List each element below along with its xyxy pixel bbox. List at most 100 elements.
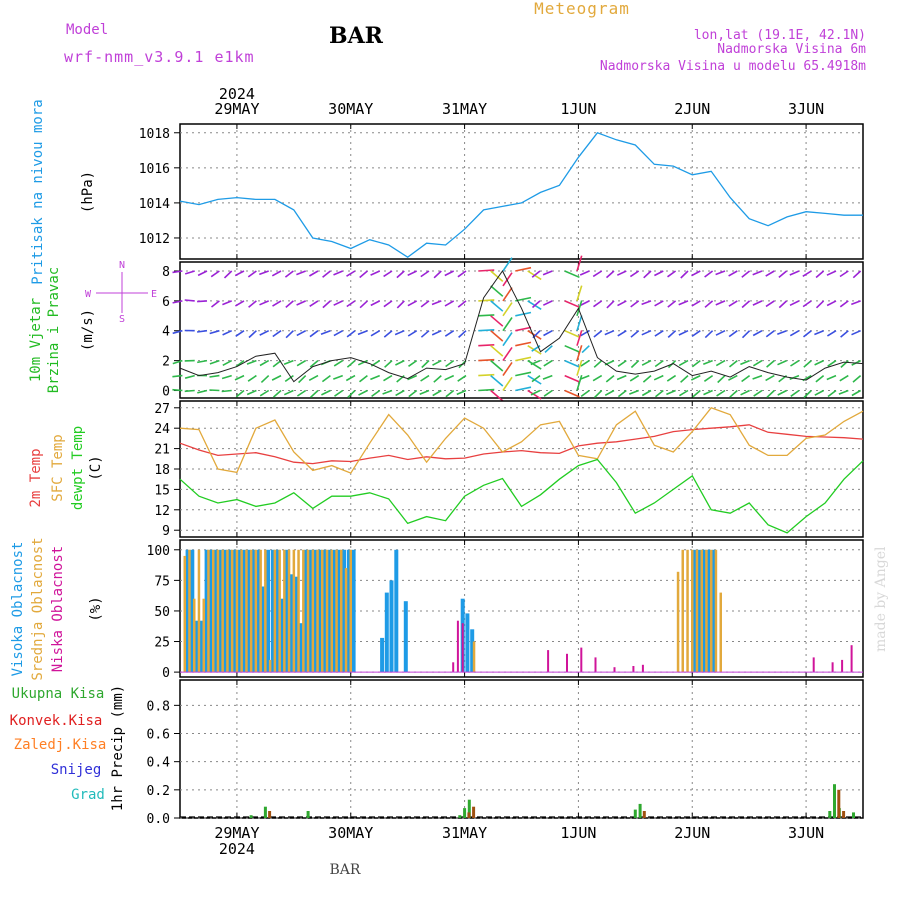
cloud-bar-0-23 bbox=[294, 576, 299, 673]
wind-arrow-348 bbox=[803, 389, 812, 399]
wind-arrow-257 bbox=[370, 374, 381, 381]
wind-arrow-125 bbox=[248, 330, 257, 339]
cloud-bar-1-14 bbox=[249, 549, 253, 673]
cloud-bar-1-5 bbox=[207, 549, 210, 673]
wind-arrow-231 bbox=[740, 359, 750, 366]
wind-ylabel-2: Brzina i Pravac bbox=[46, 267, 62, 393]
wind-arrow-346 bbox=[777, 389, 787, 396]
wind-arrow-147 bbox=[527, 330, 542, 340]
wind-arrow-336 bbox=[654, 389, 664, 398]
pressure-unit: (hPa) bbox=[80, 171, 96, 213]
cloud-bar-0-30 bbox=[327, 549, 332, 673]
wind-arrow-340 bbox=[703, 389, 713, 396]
cloud-bar-1-2 bbox=[193, 598, 196, 673]
cloud-bar-1-38 bbox=[681, 549, 684, 673]
wind-arrow-329 bbox=[576, 374, 583, 391]
wind-arrow-50 bbox=[789, 270, 800, 276]
cloud-bar-0-24 bbox=[299, 623, 304, 673]
cloud-bar-1-46 bbox=[719, 592, 722, 673]
wind-arrow-44 bbox=[715, 270, 726, 276]
bottom-date-label-0: 29MAY bbox=[214, 824, 259, 842]
cloud-bar-2-6 bbox=[594, 657, 597, 673]
wind-arrow-133 bbox=[346, 330, 356, 338]
precip-bar-1-3 bbox=[642, 811, 646, 818]
precip-bar-0-4 bbox=[463, 808, 467, 818]
wind-arrow-35 bbox=[605, 270, 615, 279]
wind-arrow-302 bbox=[235, 389, 245, 398]
wind-arrow-272 bbox=[564, 374, 580, 383]
wind-arrow-229 bbox=[715, 359, 726, 367]
top-date-label-4: 2JUN bbox=[674, 100, 710, 118]
wind-arrow-310 bbox=[334, 389, 344, 397]
wind-arrow-246 bbox=[234, 374, 245, 381]
cloud-bar-0-20 bbox=[280, 598, 285, 673]
wind-speed-line bbox=[179, 270, 864, 383]
compass-south: S bbox=[119, 314, 125, 325]
wind-arrow-123 bbox=[222, 329, 233, 336]
cloud-bar-0-46 bbox=[702, 549, 707, 673]
wind-arrow-145 bbox=[502, 317, 513, 332]
chart-header: Model wrf-nmm_v3.9.1 e1km BAR Meteogram … bbox=[64, 0, 866, 74]
bottom-date-label-3: 1JUN bbox=[560, 824, 596, 842]
bottom-year-label: 2024 bbox=[219, 840, 255, 858]
wind-arrow-195 bbox=[296, 359, 307, 367]
wind-unit: (m/s) bbox=[80, 309, 96, 351]
wind-arrow-227 bbox=[691, 359, 701, 368]
wind-arrow-136 bbox=[383, 330, 393, 338]
wind-arrow-174 bbox=[851, 329, 861, 336]
wind-arrow-322 bbox=[490, 389, 504, 402]
wind-arrow-142 bbox=[458, 330, 467, 338]
wind-arrow-264 bbox=[457, 374, 467, 382]
cloud-ytick-label-4: 100 bbox=[147, 544, 170, 559]
cloud-bar-1-35 bbox=[349, 549, 352, 673]
cloud-bar-1-27 bbox=[311, 549, 315, 673]
wind-arrow-43 bbox=[704, 270, 714, 278]
wind-arrow-298 bbox=[184, 389, 195, 393]
temperature-ytick-label-5: 24 bbox=[154, 422, 170, 437]
wind-arrow-97 bbox=[654, 300, 664, 307]
wind-arrow-215 bbox=[543, 359, 553, 367]
wind-arrow-108 bbox=[789, 300, 800, 307]
wind-arrow-316 bbox=[408, 389, 418, 398]
cloud-bar-1-4 bbox=[202, 598, 205, 673]
model-name: wrf-nmm_v3.9.1 e1km bbox=[64, 48, 255, 66]
wind-arrow-189 bbox=[222, 359, 233, 367]
wind-arrow-158 bbox=[654, 330, 664, 337]
wind-arrow-24 bbox=[478, 269, 495, 272]
wind-arrow-178 bbox=[515, 341, 532, 347]
wind-arrow-110 bbox=[815, 300, 825, 309]
cloud-ytick-label-1: 25 bbox=[154, 636, 170, 651]
wind-arrow-261 bbox=[420, 374, 430, 382]
cloud-bar-0-1 bbox=[190, 549, 195, 673]
wind-arrow-34 bbox=[592, 270, 603, 278]
wind-arrow-167 bbox=[765, 330, 775, 338]
wind-arrow-3 bbox=[210, 270, 220, 278]
temperature-ytick-label-6: 27 bbox=[154, 402, 170, 417]
cloud-bar-1-41 bbox=[695, 549, 699, 673]
wind-arrow-352 bbox=[851, 389, 861, 397]
cloud-bar-0-25 bbox=[304, 549, 309, 673]
bottom-date-label-5: 3JUN bbox=[788, 824, 824, 842]
wind-arrow-118 bbox=[576, 300, 583, 317]
wind-arrow-351 bbox=[838, 389, 849, 395]
wind-arrow-59 bbox=[184, 299, 195, 302]
precip-bar-1-4 bbox=[837, 789, 841, 818]
cloud-bar-0-16 bbox=[261, 586, 266, 673]
precip-legend-4: Grad bbox=[71, 787, 105, 803]
wind-arrow-126 bbox=[259, 329, 270, 336]
wind-arrow-185 bbox=[172, 359, 183, 365]
wind-arrow-347 bbox=[790, 389, 800, 397]
wind-arrow-213 bbox=[527, 359, 542, 370]
wind-arrow-308 bbox=[310, 389, 319, 398]
pressure-ytick-label-3: 1018 bbox=[139, 127, 170, 142]
wind-arrow-30 bbox=[542, 270, 553, 276]
wind-arrow-327 bbox=[543, 389, 553, 397]
precip-ytick-label-0: 0.0 bbox=[147, 812, 170, 827]
wind-arrow-332 bbox=[604, 389, 615, 397]
cloud-ytick-label-3: 75 bbox=[154, 574, 170, 589]
wind-arrow-112 bbox=[839, 300, 849, 308]
precip-ytick-label-2: 0.4 bbox=[147, 756, 171, 771]
wind-arrow-166 bbox=[752, 329, 763, 337]
wind-arrow-297 bbox=[172, 388, 183, 392]
